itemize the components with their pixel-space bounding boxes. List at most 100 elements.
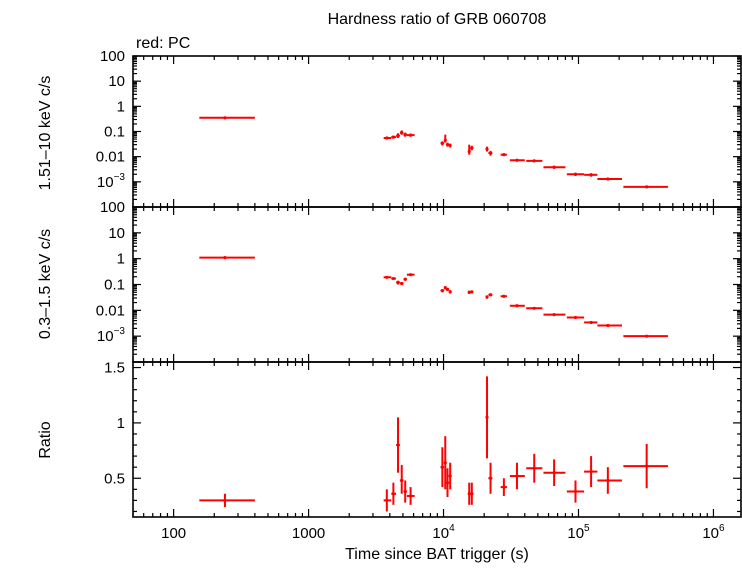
y-axis-label-top: 1.51–10 keV c/s [37, 76, 54, 191]
point-marker [573, 489, 578, 494]
data-point [509, 304, 525, 308]
point-marker [589, 173, 593, 177]
plot-layer: 100 10 1 0.1 0.01 10−3 100 10 1 0.1 0.01 10−3 1.5 1 0.… [96, 48, 742, 542]
point-marker [223, 255, 227, 260]
y-axis-label-ratio: Ratio [37, 421, 54, 458]
point-marker [488, 476, 493, 480]
point-marker [408, 494, 413, 498]
data-point [500, 478, 507, 496]
y-tick-label: 0.01 [96, 149, 125, 166]
point-marker [408, 133, 413, 137]
data-point [485, 146, 489, 152]
data-point [399, 281, 404, 286]
data-point [391, 135, 397, 139]
data-point [406, 273, 415, 277]
data-point [597, 177, 622, 181]
data-point [403, 132, 407, 137]
point-marker [502, 153, 506, 157]
data-point [396, 417, 400, 473]
point-marker [391, 492, 395, 496]
data-point [391, 482, 397, 505]
y-tick-label: 0.5 [104, 470, 125, 487]
point-marker [400, 281, 404, 286]
x-tick-label: 105 [567, 523, 590, 542]
data-point [399, 464, 404, 494]
point-marker [408, 273, 413, 277]
point-marker [515, 304, 519, 308]
data-point [488, 293, 493, 297]
data-point [467, 482, 471, 505]
data-point [445, 142, 450, 147]
data-point [470, 145, 474, 151]
point-marker [470, 146, 474, 150]
point-marker [532, 159, 536, 163]
data-point [406, 487, 415, 505]
data-point [623, 185, 668, 189]
chart-title: Hardness ratio of GRB 060708 [328, 11, 547, 28]
point-marker [515, 158, 519, 162]
point-marker [467, 290, 471, 294]
y-tick-label: 100 [100, 48, 125, 65]
point-marker [385, 498, 389, 502]
data-point [500, 153, 507, 157]
point-marker [515, 474, 519, 478]
point-marker [448, 143, 452, 148]
point-marker [391, 276, 395, 281]
data-point [396, 133, 400, 139]
x-axis-label: Time since BAT trigger (s) [345, 546, 529, 563]
point-marker [488, 151, 493, 155]
point-marker [589, 320, 593, 325]
point-marker [400, 478, 404, 483]
point-marker [396, 443, 400, 447]
point-marker [400, 131, 404, 135]
data-point [566, 315, 585, 320]
point-marker [467, 149, 471, 154]
data-point [584, 173, 598, 177]
data-point [526, 306, 543, 310]
data-point [440, 447, 445, 488]
data-point [543, 165, 566, 169]
point-marker [440, 141, 444, 145]
data-point [566, 172, 585, 177]
y-tick-label: 1 [117, 415, 125, 432]
y-tick-label: 1 [117, 251, 125, 268]
point-marker [443, 138, 447, 142]
data-point [445, 287, 450, 292]
data-point [448, 462, 452, 490]
data-point [488, 150, 493, 156]
data-point [597, 467, 622, 494]
point-marker [445, 287, 450, 291]
x-tick-label: 104 [432, 523, 455, 542]
data-point [396, 280, 400, 285]
panel-frame-1 [132, 206, 742, 363]
y-tick-label: 0.01 [96, 302, 125, 319]
point-marker [470, 290, 474, 294]
point-marker [532, 466, 536, 470]
panel-frame-0 [132, 55, 742, 208]
data-point [623, 334, 668, 338]
data-point [440, 289, 445, 293]
point-marker [485, 415, 489, 419]
point-marker [223, 498, 227, 502]
data-point [448, 143, 452, 148]
point-marker [396, 280, 400, 285]
data-point [470, 482, 474, 505]
point-marker [403, 133, 407, 137]
data-point [543, 313, 566, 317]
data-point [584, 320, 598, 325]
point-marker [403, 277, 407, 281]
y-axis-label-middle: 0.3–1.5 keV c/s [37, 229, 54, 339]
point-marker [552, 165, 556, 169]
point-marker [502, 294, 506, 298]
data-point [543, 459, 566, 486]
y-tick-label: 1 [117, 98, 125, 115]
data-point [199, 255, 255, 260]
point-marker [645, 464, 649, 468]
y-tick-label: 100 [100, 199, 125, 216]
y-tick-label: 1.5 [104, 360, 125, 377]
point-marker [223, 116, 227, 120]
data-point [509, 158, 525, 162]
data-point [383, 136, 392, 140]
point-marker [391, 135, 395, 139]
